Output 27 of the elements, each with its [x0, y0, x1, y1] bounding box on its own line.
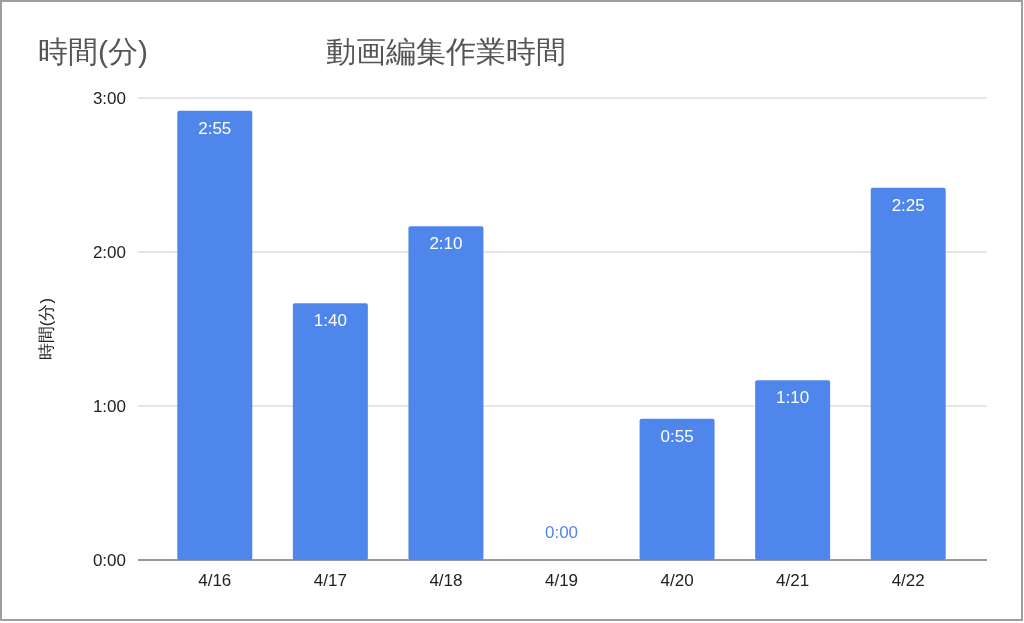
bar [639, 418, 715, 560]
y-tick-label: 0:00 [92, 551, 126, 570]
bar [755, 380, 831, 560]
bar [292, 303, 368, 560]
x-tick-label: 4/20 [660, 571, 694, 590]
data-label: 0:00 [544, 523, 579, 542]
x-tick-label: 4/19 [544, 571, 579, 590]
chart-title: 動画編集作業時間 [326, 35, 566, 68]
x-tick-label: 4/21 [776, 571, 810, 590]
bar [870, 187, 946, 560]
data-label: 1:40 [313, 311, 347, 331]
y-tick-label: 1:00 [92, 397, 126, 416]
x-tick-label: 4/22 [891, 571, 925, 590]
bar [177, 110, 253, 560]
y-axis-title: 時間(分) [37, 297, 56, 361]
x-tick-label: 4/16 [198, 571, 232, 590]
text: 時間(分) [38, 35, 148, 68]
data-label: 2:10 [429, 234, 463, 254]
bar [408, 226, 484, 560]
data-label: 1:10 [776, 388, 810, 408]
data-label: 2:55 [198, 118, 232, 138]
y-tick-label: 2:00 [92, 243, 126, 262]
x-tick-label: 4/17 [313, 571, 347, 590]
data-label: 0:55 [660, 426, 694, 446]
y-tick-label: 3:00 [92, 89, 126, 108]
data-label: 2:25 [891, 195, 925, 215]
x-tick-label: 4/18 [429, 571, 463, 590]
